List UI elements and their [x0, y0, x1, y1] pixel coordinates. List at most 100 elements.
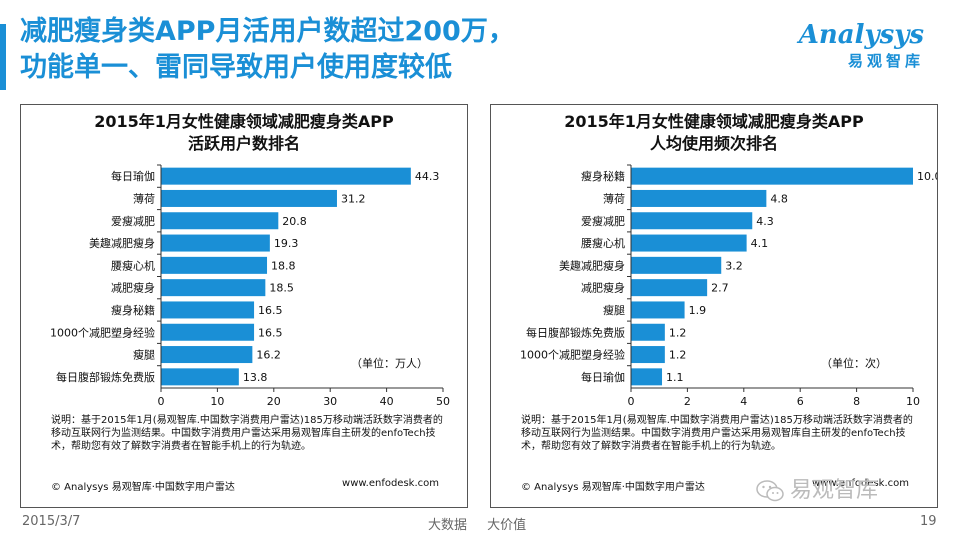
- x-tick-label: 50: [436, 395, 450, 405]
- title-accent-bar: [0, 24, 6, 90]
- data-label: 13.8: [243, 371, 268, 384]
- data-label: 2.7: [711, 282, 729, 295]
- category-label: 腰瘦心机: [581, 236, 625, 250]
- bar: [161, 279, 266, 297]
- chart-title-line-2: 活跃用户数排名: [187, 134, 300, 153]
- category-label: 爱瘦减肥: [581, 214, 625, 228]
- chart-panel-active-users: 2015年1月女性健康领域减肥瘦身类APP 活跃用户数排名 每日瑜伽 44.3 薄荷…: [20, 104, 468, 508]
- bar: [631, 167, 913, 185]
- category-label: 每日瑜伽: [581, 370, 625, 384]
- chart-note: 说明：基于2015年1月(易观智库.中国数字消费用户雷达)185万移动端活跃数字…: [521, 415, 913, 452]
- chart-website: www.enfodesk.com: [342, 478, 439, 489]
- x-tick-label: 40: [380, 395, 394, 405]
- category-label: 瘦身秘籍: [581, 169, 625, 183]
- data-label: 19.3: [274, 237, 299, 250]
- data-label: 4.8: [770, 192, 788, 205]
- bar: [161, 167, 411, 185]
- category-label: 美趣减肥瘦身: [89, 236, 155, 250]
- category-label: 每日瑜伽: [111, 169, 155, 183]
- chart-title-line-1: 2015年1月女性健康领域减肥瘦身类APP: [94, 112, 394, 131]
- bar: [161, 301, 255, 319]
- x-tick-label: 30: [323, 395, 337, 405]
- chart-note: 说明：基于2015年1月(易观智库.中国数字消费用户雷达)185万移动端活跃数字…: [51, 415, 443, 452]
- category-label: 减肥瘦身: [111, 281, 155, 295]
- bar: [161, 256, 268, 274]
- footer-date: 2015/3/7: [22, 514, 81, 529]
- chart-source: © Analysys 易观智库·中国数字用户雷达: [51, 482, 235, 493]
- category-label: 每日腹部锻炼免费版: [56, 370, 155, 384]
- bar: [631, 212, 753, 230]
- x-tick-label: 6: [797, 395, 804, 405]
- bar: [631, 323, 665, 341]
- wechat-watermark: 易观智库: [756, 472, 878, 504]
- bar: [631, 301, 685, 319]
- data-label: 16.2: [256, 349, 281, 362]
- category-label: 1000个减肥塑身经验: [520, 348, 625, 362]
- chart-title: 2015年1月女性健康领域减肥瘦身类APP 人均使用频次排名: [491, 111, 937, 155]
- bar: [161, 212, 279, 230]
- chart-title-line-1: 2015年1月女性健康领域减肥瘦身类APP: [564, 112, 864, 131]
- chart-unit-label: （单位：万人）: [351, 357, 428, 370]
- x-tick-label: 4: [740, 395, 747, 405]
- x-tick-label: 0: [628, 395, 635, 405]
- x-tick-label: 10: [210, 395, 224, 405]
- wechat-icon: [756, 480, 784, 502]
- chart-website: www.enfodesk.com: [812, 478, 909, 489]
- bar: [631, 346, 665, 364]
- category-label: 薄荷: [603, 191, 625, 205]
- category-label: 爱瘦减肥: [111, 214, 155, 228]
- category-label: 瘦身秘籍: [111, 303, 155, 317]
- data-label: 1.9: [689, 304, 707, 317]
- data-label: 18.5: [269, 282, 294, 295]
- chart-title-line-2: 人均使用频次排名: [649, 134, 778, 153]
- data-label: 4.1: [751, 237, 769, 250]
- bar: [161, 234, 270, 252]
- data-label: 44.3: [415, 170, 440, 183]
- data-label: 1.2: [669, 326, 687, 339]
- data-label: 18.8: [271, 259, 296, 272]
- data-label: 16.5: [258, 304, 283, 317]
- x-tick-label: 8: [853, 395, 860, 405]
- category-label: 每日腹部锻炼免费版: [526, 325, 625, 339]
- bar: [631, 189, 767, 207]
- footer-slogan: 大数据 大价值: [428, 518, 527, 533]
- category-label: 减肥瘦身: [581, 281, 625, 295]
- data-label: 3.2: [725, 259, 743, 272]
- title-line-2: 功能单一、雷同导致用户使用度较低: [20, 52, 452, 83]
- page-title: 减肥瘦身类APP月活用户数超过200万， 功能单一、雷同导致用户使用度较低: [20, 14, 515, 86]
- bar: [631, 234, 747, 252]
- chart-title: 2015年1月女性健康领域减肥瘦身类APP 活跃用户数排名: [21, 111, 467, 155]
- category-label: 瘦腿: [133, 348, 155, 362]
- bar: [161, 189, 337, 207]
- data-label: 1.2: [669, 349, 687, 362]
- category-label: 1000个减肥塑身经验: [50, 325, 155, 339]
- bar: [161, 323, 255, 341]
- x-tick-label: 10: [906, 395, 920, 405]
- chart-panel-usage-frequency: 2015年1月女性健康领域减肥瘦身类APP 人均使用频次排名 瘦身秘籍 10.0 薄…: [490, 104, 938, 508]
- data-label: 16.5: [258, 326, 283, 339]
- bar: [161, 368, 239, 386]
- chart-source: © Analysys 易观智库·中国数字用户雷达: [521, 482, 705, 493]
- x-tick-label: 2: [684, 395, 691, 405]
- wechat-label: 易观智库: [790, 478, 879, 503]
- title-line-1: 减肥瘦身类APP月活用户数超过200万，: [20, 16, 515, 47]
- analysys-logo: Analysys 易观智库: [799, 20, 924, 71]
- usage-frequency-bar-chart: 瘦身秘籍 10.0 薄荷 4.8 爱瘦减肥 4.3 腰瘦心机 4.1 美趣减肥瘦身 3.2 减肥瘦身…: [520, 164, 937, 405]
- bar: [631, 279, 708, 297]
- page-number: 19: [920, 514, 937, 529]
- logo-main-text: Analysys: [798, 20, 924, 50]
- category-label: 腰瘦心机: [111, 258, 155, 272]
- logo-sub-text: 易观智库: [847, 52, 924, 70]
- data-label: 31.2: [341, 192, 366, 205]
- category-label: 薄荷: [133, 191, 155, 205]
- bar: [631, 256, 722, 274]
- data-label: 1.1: [666, 371, 684, 384]
- bar: [161, 346, 253, 364]
- data-label: 4.3: [756, 215, 774, 228]
- bar: [631, 368, 663, 386]
- active-users-bar-chart: 每日瑜伽 44.3 薄荷 31.2 爱瘦减肥 20.8 美趣减肥瘦身 19.3 腰瘦心机 18.8…: [50, 164, 450, 405]
- x-tick-label: 20: [267, 395, 281, 405]
- category-label: 瘦腿: [603, 303, 625, 317]
- x-tick-label: 0: [158, 395, 165, 405]
- data-label: 10.0: [917, 170, 937, 183]
